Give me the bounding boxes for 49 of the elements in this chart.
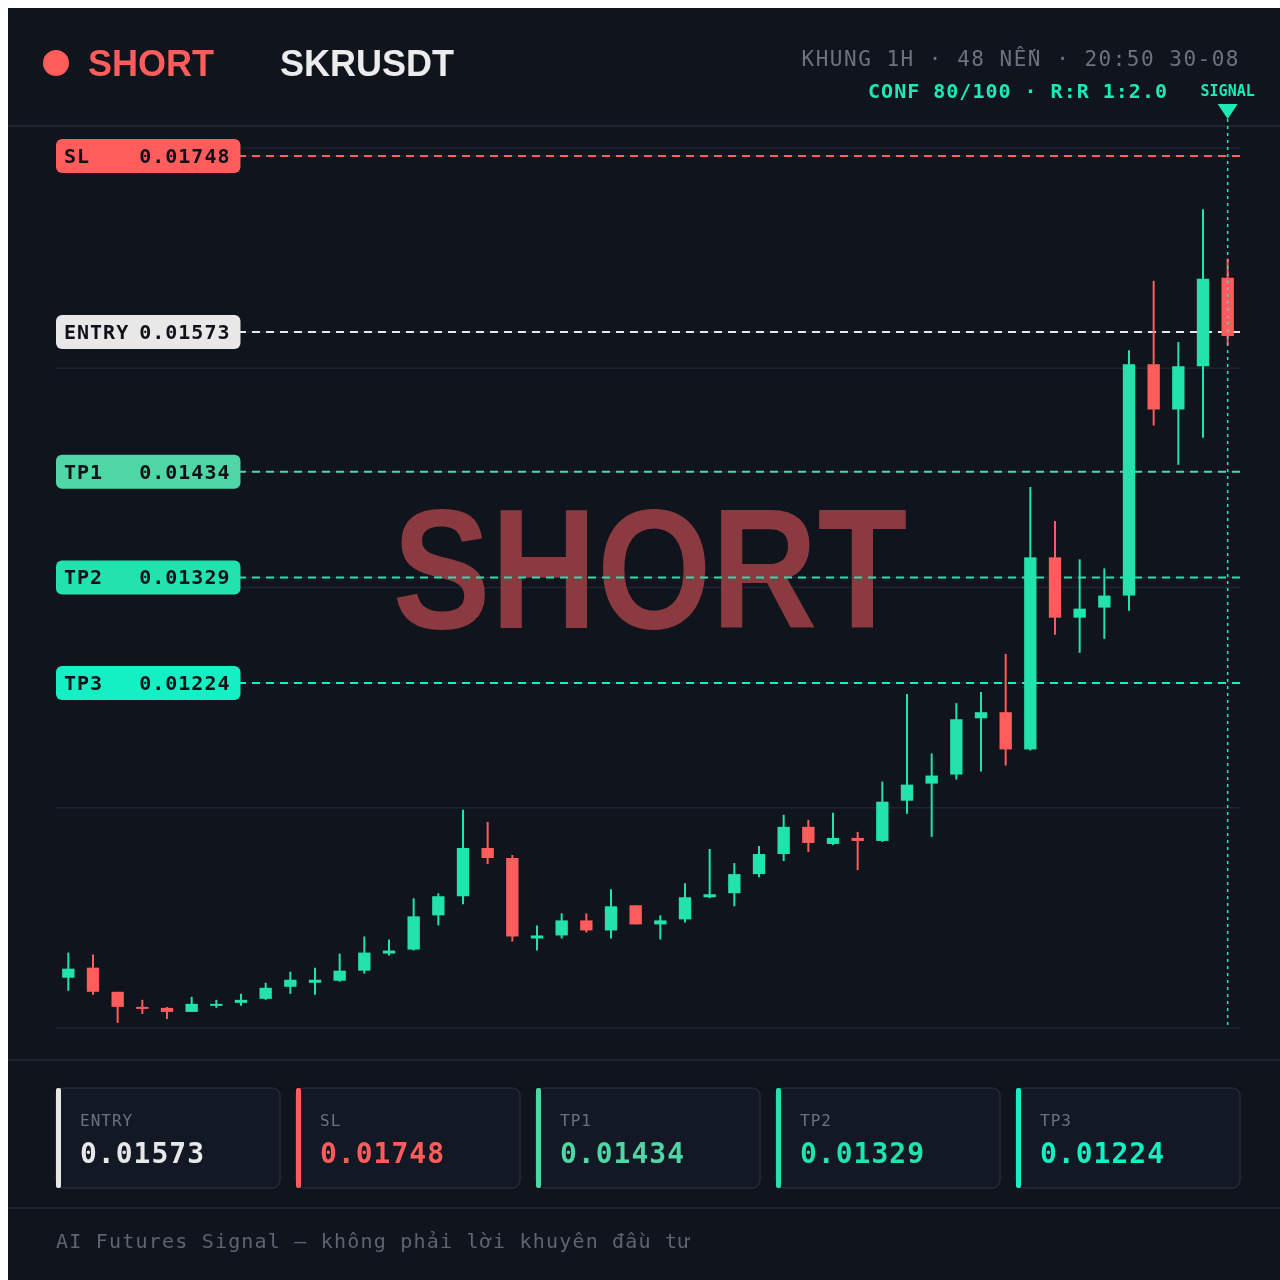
category-label: ENTRY: [80, 1111, 134, 1130]
candlestick: [530, 924, 544, 952]
ref-line-label: TP1: [64, 459, 104, 484]
y-tick-label: 0.01329: [139, 565, 231, 590]
category-label: TP1: [560, 1111, 592, 1130]
ref-line-label: TP3: [64, 671, 104, 696]
candlestick: [432, 892, 445, 927]
y-tick-label: 0.01573: [139, 320, 231, 345]
text: AI Futures Signal — không phải lời khuyên đầu tư: [56, 1229, 692, 1253]
category-label: TP3: [1040, 1111, 1072, 1130]
ref-line-label: TP2: [64, 565, 104, 590]
candlestick: [728, 862, 741, 908]
text: SHORT: [88, 43, 215, 84]
candlestick: [851, 830, 864, 872]
candlestick: [974, 691, 988, 773]
y-tick-label: 0.01434: [139, 459, 231, 484]
data-label: 0.01748: [320, 1137, 446, 1170]
text: SIGNAL: [1200, 82, 1255, 100]
candlestick: [703, 847, 716, 900]
data-label: 0.01329: [800, 1137, 926, 1170]
candlestick: [925, 752, 938, 838]
text: CONF 80/100 · R:R 1:2.0: [868, 79, 1168, 103]
text: KHUNG 1H · 48 NẾN · 20:50 30-08: [801, 46, 1240, 71]
candlestick: [826, 811, 840, 846]
chart-title: SKRUSDT: [280, 43, 455, 84]
candlestick: [752, 844, 766, 879]
category-label: TP2: [800, 1111, 832, 1130]
candlestick: [580, 912, 593, 934]
candlestick: [654, 914, 667, 941]
candlestick: [308, 966, 322, 996]
data-label: 0.01224: [1040, 1137, 1166, 1170]
candlestick: [358, 935, 371, 975]
candlestick: [678, 882, 692, 924]
data-label: 0.01434: [560, 1137, 686, 1170]
data-label: 0.01573: [80, 1137, 206, 1170]
annotation: SHORT: [392, 474, 988, 664]
ref-line-label: ENTRY: [64, 320, 130, 345]
candlestick: [62, 951, 75, 992]
ref-line-label: SL: [64, 144, 91, 169]
category-label: SL: [320, 1111, 342, 1130]
candlestick: [111, 990, 124, 1024]
y-tick-label: 0.01748: [139, 144, 231, 169]
candlestick: [481, 820, 494, 866]
candlestick: [802, 818, 815, 853]
candlestick: [555, 912, 568, 940]
candlestick: [284, 970, 297, 995]
candlestick: [333, 952, 346, 983]
candlestick: [900, 693, 914, 815]
y-tick-label: 0.01224: [139, 671, 231, 696]
